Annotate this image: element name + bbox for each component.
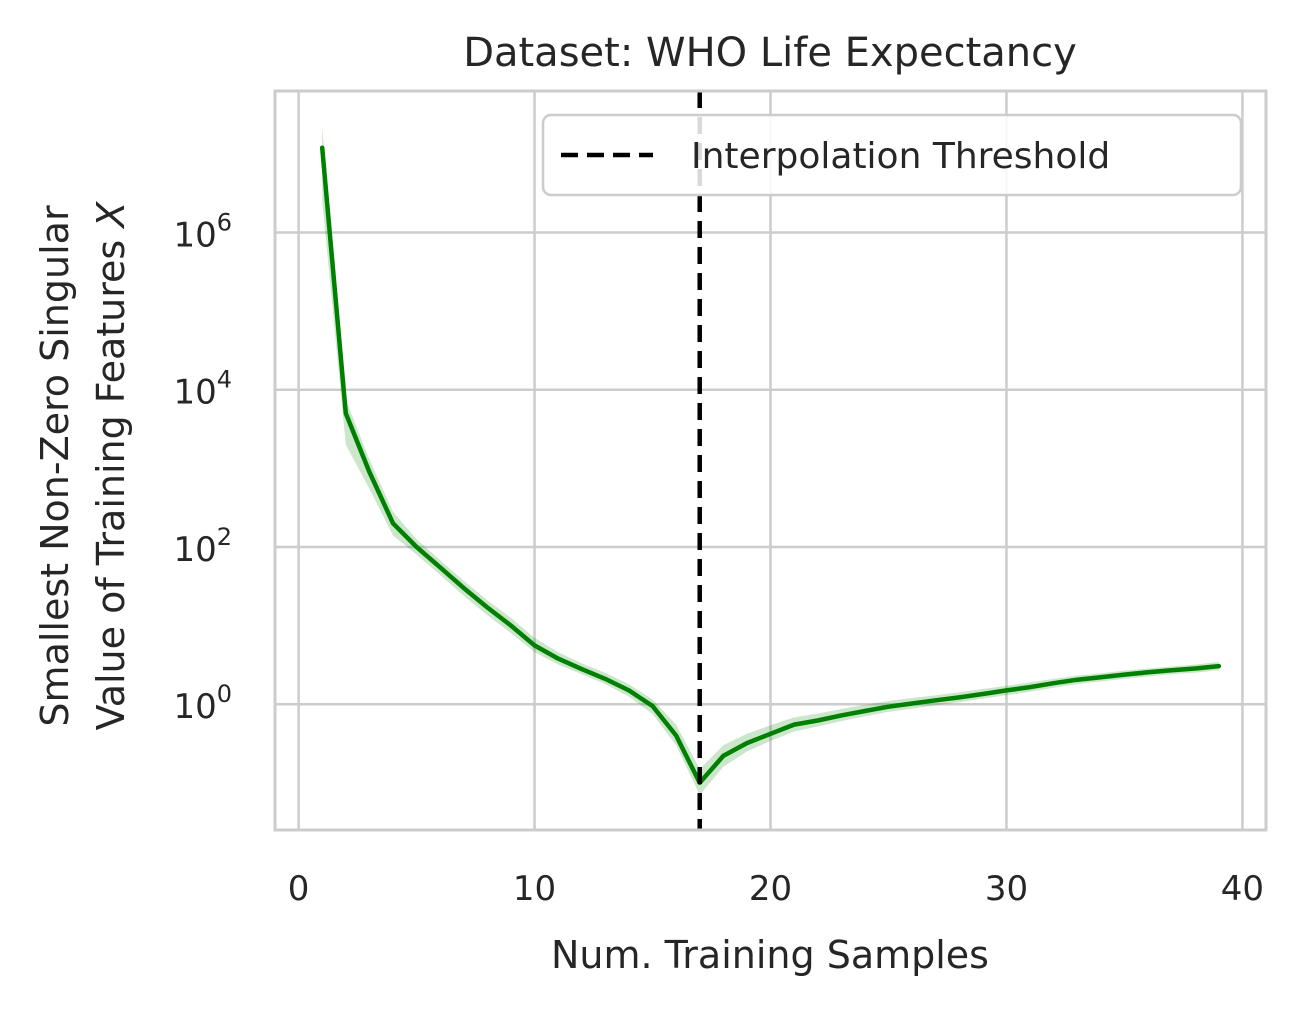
series-point-37: [1193, 666, 1198, 671]
plot-frame: [273, 89, 1268, 832]
x-axis-label: Num. Training Samples: [551, 933, 989, 977]
series-point-34: [1122, 672, 1127, 677]
y-tick-label-0: 100: [173, 680, 232, 727]
series-point-26: [933, 698, 938, 703]
series-point-4: [414, 545, 419, 549]
x-tick-label-3: 30: [985, 869, 1028, 909]
series-point-36: [1169, 668, 1174, 673]
x-tick-label-1: 10: [513, 869, 556, 909]
x-tick-label-4: 40: [1221, 869, 1264, 909]
y-axis-label: Smallest Non-Zero Singular: [33, 205, 77, 727]
series-point-33: [1098, 675, 1103, 680]
chart-title: Dataset: WHO Life Expectancy: [463, 30, 1077, 76]
series-point-23: [862, 709, 867, 713]
y-axis-label-line2: Value of Training Features X: [89, 201, 133, 731]
x-tick-label-0: 0: [288, 869, 310, 909]
series-point-28: [980, 692, 985, 696]
series-point-0: [320, 145, 325, 150]
series-point-6: [461, 586, 466, 591]
y-axis-label-line1: Smallest Non-Zero Singular: [33, 205, 77, 727]
series-point-38: [1216, 664, 1221, 669]
series-point-21: [815, 718, 820, 723]
series-point-11: [579, 667, 584, 672]
legend: Interpolation Threshold: [541, 113, 1243, 197]
series-point-8: [509, 623, 513, 628]
grid-lines: [275, 91, 1266, 830]
series-point-24: [886, 704, 891, 709]
series-point-19: [768, 731, 773, 736]
y-axis-label-2: Value of Training Features X: [89, 201, 133, 731]
series-point-13: [626, 688, 631, 693]
series-point-22: [839, 713, 844, 718]
series-point-18: [744, 741, 749, 746]
series-point-32: [1075, 677, 1080, 682]
legend-box: [541, 113, 1243, 197]
series-point-2: [367, 470, 372, 474]
series-point-20: [792, 722, 797, 727]
legend-label: Interpolation Threshold: [691, 136, 1110, 177]
series-point-1: [343, 411, 348, 416]
series-point-29: [1004, 688, 1009, 693]
series-point-30: [1028, 685, 1032, 690]
y-axis-label-line2-text: Value of Training Features: [89, 240, 133, 731]
series-point-9: [532, 643, 537, 648]
x-tick-label-2: 20: [749, 869, 792, 909]
series-point-31: [1051, 681, 1056, 686]
series-point-17: [721, 753, 726, 758]
series-point-27: [957, 695, 962, 700]
series-point-12: [603, 676, 608, 681]
y-tick-label-1: 102: [173, 523, 232, 570]
y-tick-labels: 100 102 104 106: [173, 209, 232, 728]
series-point-25: [910, 701, 915, 706]
series-point-5: [438, 565, 443, 570]
y-axis-label-variable: X: [89, 201, 133, 230]
series-point-10: [556, 656, 561, 661]
series-line-layer: [319, 145, 1222, 786]
series-point-7: [485, 605, 490, 610]
series-point-14: [650, 704, 655, 708]
series-point-35: [1146, 670, 1150, 675]
y-tick-label-3: 106: [173, 209, 232, 256]
series-point-3: [391, 521, 395, 526]
y-tick-label-2: 104: [173, 366, 232, 413]
x-tick-labels: 0 10 20 30 40: [288, 869, 1264, 909]
series-point-15: [674, 733, 679, 738]
